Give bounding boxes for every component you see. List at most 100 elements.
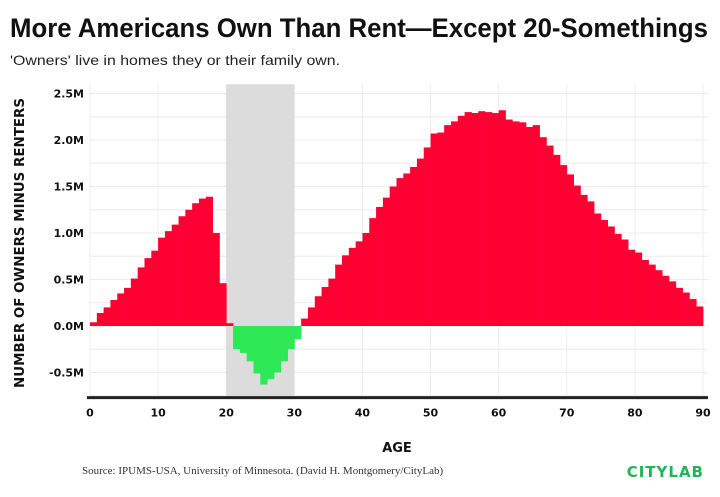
bar-age-75 xyxy=(600,219,609,326)
bar-age-40 xyxy=(362,233,370,326)
bar-age-41 xyxy=(369,218,377,326)
bar-age-9 xyxy=(151,250,159,326)
bar-age-52 xyxy=(444,125,452,327)
bar-age-82 xyxy=(648,264,656,326)
bar-age-85 xyxy=(668,281,677,326)
bar-age-74 xyxy=(594,213,602,326)
bar-age-12 xyxy=(171,224,179,326)
bar-age-43 xyxy=(382,197,391,326)
x-tick-label: 40 xyxy=(355,407,371,420)
x-tick-label: 50 xyxy=(423,407,439,420)
bar-age-11 xyxy=(164,231,173,326)
bar-age-49 xyxy=(423,147,431,326)
bar-age-77 xyxy=(614,233,622,326)
bar-age-29 xyxy=(287,326,295,350)
y-tick-label: 1.5M xyxy=(54,181,84,194)
bar-age-14 xyxy=(185,209,193,326)
x-tick-labels: 0 10 20 30 40 50 60 70 80 90 xyxy=(86,407,711,420)
bar-age-5 xyxy=(124,287,132,326)
bar-age-1 xyxy=(96,312,105,326)
bar-age-61 xyxy=(505,119,513,326)
bar-age-7 xyxy=(137,267,145,326)
x-tick-label: 0 xyxy=(86,407,94,420)
bar-age-37 xyxy=(342,255,350,326)
y-axis-label: NUMBER OF OWNERS MINUS RENTERS xyxy=(13,98,28,388)
bar-age-18 xyxy=(212,233,220,326)
bar-age-27 xyxy=(273,326,282,373)
bar-age-16 xyxy=(198,198,207,326)
bar-age-2 xyxy=(103,307,111,326)
x-axis-label: AGE xyxy=(382,441,412,456)
bar-age-81 xyxy=(641,259,649,326)
y-tick-label: 2.5M xyxy=(54,88,84,101)
y-tick-label: 0.0M xyxy=(54,320,84,333)
bar-age-63 xyxy=(519,122,527,326)
bar-age-31 xyxy=(301,318,309,326)
bar-age-78 xyxy=(621,239,629,326)
bar-age-28 xyxy=(280,326,288,362)
bar-age-88 xyxy=(689,299,697,326)
bar-age-60 xyxy=(498,110,506,327)
bar-age-42 xyxy=(376,206,384,326)
bar-age-80 xyxy=(634,252,643,326)
citylab-logo: CITYLAB xyxy=(627,463,704,481)
bar-age-10 xyxy=(158,237,166,326)
bar-age-19 xyxy=(219,283,227,326)
bar-age-45 xyxy=(396,178,404,326)
bar-age-64 xyxy=(525,126,534,326)
bar-age-68 xyxy=(553,154,561,326)
bar-age-0 xyxy=(90,322,98,326)
bar-age-89 xyxy=(696,306,704,326)
bar-age-48 xyxy=(416,158,425,326)
bar-age-13 xyxy=(178,216,186,326)
bar-age-35 xyxy=(328,278,336,326)
bar-age-32 xyxy=(307,307,316,326)
bar-age-54 xyxy=(457,115,466,326)
bar-age-26 xyxy=(267,326,275,380)
bar-age-72 xyxy=(580,194,588,326)
y-tick-label: -0.5M xyxy=(49,367,84,380)
x-tick-label: 20 xyxy=(219,407,235,420)
bar-age-36 xyxy=(335,264,343,326)
bar-age-71 xyxy=(573,185,581,326)
bar-age-22 xyxy=(239,326,248,353)
bar-age-57 xyxy=(478,111,486,326)
bar-age-70 xyxy=(566,174,574,326)
bar-age-47 xyxy=(410,166,418,326)
bar-age-73 xyxy=(587,201,595,326)
bar-age-44 xyxy=(389,186,397,326)
bar-age-67 xyxy=(546,145,554,326)
bar-age-20 xyxy=(226,323,234,326)
bar-age-58 xyxy=(485,112,493,326)
x-tick-label: 30 xyxy=(287,407,303,420)
bar-age-38 xyxy=(348,247,357,326)
x-tick-label: 90 xyxy=(695,407,711,420)
bar-age-76 xyxy=(607,226,615,326)
bar-age-15 xyxy=(192,203,200,326)
bar-age-3 xyxy=(110,299,118,326)
x-tick-label: 10 xyxy=(150,407,166,420)
bar-age-66 xyxy=(539,137,547,326)
y-tick-label: 0.5M xyxy=(54,274,84,287)
bar-age-62 xyxy=(512,121,520,327)
x-tick-label: 80 xyxy=(627,407,643,420)
bar-age-83 xyxy=(655,270,663,326)
x-tick-label: 70 xyxy=(559,407,575,420)
bars xyxy=(90,110,704,385)
source-note: Source: IPUMS-USA, University of Minneso… xyxy=(82,465,443,477)
bar-age-25 xyxy=(260,326,268,385)
bar-age-24 xyxy=(253,326,261,374)
bar-age-59 xyxy=(491,113,500,326)
y-tick-labels: -0.5M 0.0M 0.5M 1.0M 1.5M 2.0M 2.5M xyxy=(49,88,84,380)
bar-age-33 xyxy=(314,296,322,326)
y-tick-label: 1.0M xyxy=(54,227,84,240)
bar-age-6 xyxy=(130,278,139,326)
bar-age-79 xyxy=(628,249,636,326)
bar-age-21 xyxy=(233,326,241,350)
bar-age-55 xyxy=(464,112,472,326)
chart-title: More Americans Own Than Rent—Except 20-S… xyxy=(10,13,708,43)
bar-age-69 xyxy=(559,165,568,326)
bar-age-8 xyxy=(144,258,152,326)
bar-age-39 xyxy=(355,241,363,326)
